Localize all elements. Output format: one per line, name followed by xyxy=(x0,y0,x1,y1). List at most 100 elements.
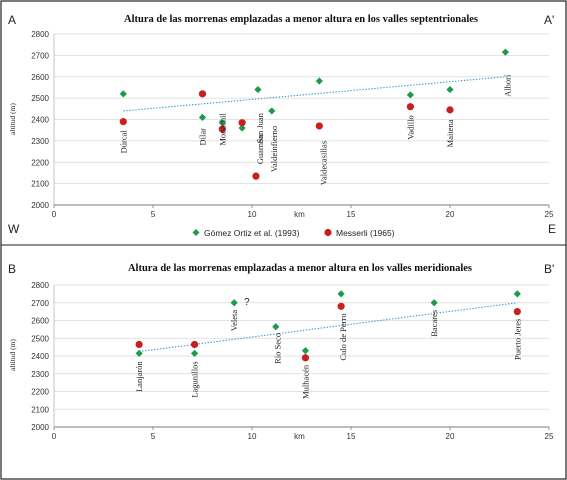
panel-a-xtick-label: 5 xyxy=(151,210,156,219)
legend: Gómez Ortiz et al. (1993) Messerli (1965… xyxy=(192,228,395,238)
panel-b-valley-label: Lagunillos xyxy=(190,361,200,397)
panel-b-ytick-label: 2200 xyxy=(31,388,49,397)
panel-b-xtick-label: 20 xyxy=(446,432,455,441)
panel-b-point-circle xyxy=(301,354,310,362)
panel-b-trendline xyxy=(139,302,518,353)
panel-a-ytick-label: 2100 xyxy=(31,180,49,189)
panel-a-xtick-label: 20 xyxy=(446,210,455,219)
panel-a-point-diamond xyxy=(406,91,414,99)
panel-b-point-diamond xyxy=(230,299,238,307)
panel-a-ytick-label: 2000 xyxy=(31,201,49,210)
panel-b-ytick-label: 2300 xyxy=(31,370,49,379)
panel-a-point-circle xyxy=(238,119,246,127)
panel-b-valley-label: Veleta xyxy=(229,310,239,331)
panel-a-point-diamond xyxy=(218,119,226,127)
panel-a-point-diamond xyxy=(315,77,323,85)
panel-b-point-circle xyxy=(190,340,199,349)
panel-b-ytick-label: 2500 xyxy=(31,334,49,343)
panel-a-valley-label: San Juan xyxy=(255,112,265,143)
panel-b-xtick-label: 15 xyxy=(347,432,356,441)
panel-a-point-circle xyxy=(406,103,414,111)
panel-b-xtick-label: 10 xyxy=(248,432,257,441)
panel-a-ytick-label: 2200 xyxy=(31,158,49,167)
panel-b-ylabel: altitud (m) xyxy=(8,339,17,371)
panel-b-corner-left: B xyxy=(8,262,16,276)
panel-b-valley-label: Bacares xyxy=(429,310,439,337)
panel-a-title: Altura de las morrenas emplazadas a meno… xyxy=(124,14,478,25)
panel-b-ytick-label: 2700 xyxy=(31,299,49,308)
panel-a-ytick-label: 2700 xyxy=(31,51,49,60)
panel-a-point-diamond xyxy=(501,48,510,56)
panel-a-valley-label: Monachil xyxy=(217,112,227,145)
legend-circle-marker xyxy=(324,228,332,237)
panel-b-title: Altura de las morrenas emplazadas a meno… xyxy=(128,263,472,274)
panel-a-point-circle xyxy=(119,118,127,126)
panel-a-point-circle xyxy=(252,172,260,180)
panel-b-point-diamond xyxy=(337,290,345,298)
legend-diamond-marker xyxy=(192,229,200,236)
panel-a-trendline xyxy=(123,76,506,112)
panel-a-point-diamond xyxy=(119,90,127,98)
panel-a-ylabel: altitud (m) xyxy=(8,103,17,135)
panel-b-point-diamond xyxy=(272,323,280,331)
panel-a-plot: 2000 2100 2200 2300 2400 2500 2600 2700 2800 0 5 10… xyxy=(31,30,554,219)
panel-a-orientation-left: W xyxy=(8,222,20,236)
panel-a-point-circle xyxy=(446,106,454,114)
legend-label-messerli: Messerli (1965) xyxy=(336,228,395,238)
panel-a-ytick-label: 2800 xyxy=(31,30,49,39)
panel-a-point-diamond xyxy=(254,85,262,94)
panel-a-valley-label: Dílar xyxy=(198,128,208,146)
panel-a-xtick-label: 10 xyxy=(248,210,257,219)
panel-b-ytick-label: 2400 xyxy=(31,352,49,361)
panel-a-ytick-label: 2300 xyxy=(31,137,49,146)
panel-b-valley-label: Culo de Perro xyxy=(338,313,348,360)
panel-b-point-diamond xyxy=(301,347,310,355)
panel-a-valley-label: Vadillo xyxy=(405,115,415,140)
panel-a-valley-label: Guarnón xyxy=(255,134,265,164)
panel-a-point-circle xyxy=(315,122,323,130)
panel-b-point-circle xyxy=(513,308,521,316)
panel-a-valley-label: Valdecasillas xyxy=(318,141,328,185)
panel-b-valley-label: Lanjarón xyxy=(134,361,144,392)
panel-a-ytick-label: 2600 xyxy=(31,73,49,82)
panel-a-valley-label: Maitena xyxy=(445,119,455,147)
legend-label-gomez-ortiz: Gómez Ortiz et al. (1993) xyxy=(204,228,300,238)
panel-b-valley-label: Puerto Jeres xyxy=(512,319,522,360)
panel-a-point-circle xyxy=(218,125,226,133)
panel-b-point-diamond xyxy=(430,299,438,307)
panel-b-point-circle xyxy=(337,302,345,310)
panel-b-ytick-label: 2100 xyxy=(31,405,49,414)
panel-a-point-diamond xyxy=(198,113,207,121)
panel-a-corner-right: A' xyxy=(544,13,554,27)
panel-b-ytick-label: 2600 xyxy=(31,317,49,326)
panel-b-point-diamond xyxy=(513,290,521,298)
panel-b-ytick-label: 2800 xyxy=(31,281,49,290)
panel-a-point-diamond xyxy=(238,124,246,132)
panel-b-valley-label: Río Seco xyxy=(273,333,283,364)
panel-a-ytick-label: 2400 xyxy=(31,116,49,125)
panel-a-ytick-label: 2500 xyxy=(31,94,49,103)
panel-a-xlabel: km xyxy=(294,210,305,219)
panel-a-valley-label: Dúrcal xyxy=(118,130,128,154)
panel-b-xtick-label: 0 xyxy=(52,432,57,441)
panel-a-point-diamond xyxy=(446,85,454,94)
panel-b-xlabel: km xyxy=(294,432,305,441)
panel-b-corner-right: B' xyxy=(544,262,554,276)
panel-b-ytick-label: 2000 xyxy=(31,423,49,432)
panel-a-corner-left: A xyxy=(8,13,16,27)
panel-b-xtick-label: 25 xyxy=(545,432,554,441)
panel-b-point-circle xyxy=(135,340,143,349)
panel-a: A A' Altura de las morrenas emplazadas a… xyxy=(8,13,556,238)
panel-a-valley-label: Valdeinfierno xyxy=(269,126,279,172)
panel-b-xtick-label: 5 xyxy=(151,432,156,441)
panel-b-annotation: ? xyxy=(244,297,250,308)
panel-a-point-circle xyxy=(198,90,207,98)
panel-a-orientation-right: E xyxy=(548,222,556,236)
panel-a-xtick-label: 0 xyxy=(52,210,57,219)
panel-b-valley-label: Mulhacén xyxy=(300,364,310,399)
panel-b: B B' Altura de las morrenas emplazadas a… xyxy=(8,262,554,441)
panel-b-point-diamond xyxy=(190,349,199,357)
panel-a-valley-label: Alhorí xyxy=(502,74,512,97)
